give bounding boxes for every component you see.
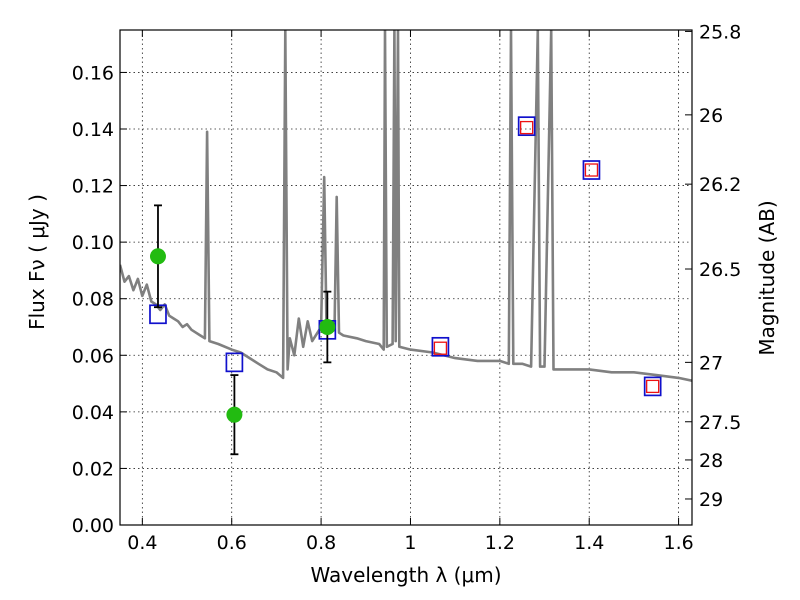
right-tick-label: 28 [699,450,723,472]
model-photometry-marker [643,376,662,397]
x-axis-title: Wavelength λ (μm) [310,563,501,587]
right-tick-label: 26.2 [699,174,741,196]
y-right-axis-title: Magnitude (AB) [755,200,779,355]
upper-limit-marker [520,120,534,135]
y-tick-label: 0.12 [72,176,114,198]
y-tick-label: 0.14 [72,119,114,141]
observed-point [319,319,336,335]
axis-ticks: 0.4 0.6 0.8 1 1.2 1.4 1.6 0.00 0.02 0.04 0.06 0.08 0… [72,21,742,554]
y-tick-label: 0.08 [72,289,114,311]
y-axis-title: Flux Fν ( μJy ) [25,194,49,330]
x-tick-label: 1.6 [663,532,693,554]
observed-point [149,248,166,265]
x-tick-label: 0.4 [127,532,157,554]
upper-limit-marker [433,341,448,355]
grid [120,30,692,526]
plot-frame [119,29,693,526]
sed-model-line [120,30,692,382]
right-tick-label: 27 [699,352,723,374]
model-photometry-marker [517,116,536,137]
y-tick-label: 0.10 [72,232,114,254]
model-photometry-marker [431,336,450,357]
y-tick-label: 0.00 [72,515,114,537]
y-tick-label: 0.06 [72,345,114,367]
y-tick-label: 0.02 [72,458,114,480]
upper-limit-marker [646,379,660,394]
sed-model-path [120,30,692,382]
right-tick-label: 26.5 [699,259,741,281]
right-tick-label: 29 [699,489,723,511]
right-tick-label: 27.5 [699,412,741,434]
right-tick-label: 26 [699,105,723,127]
upper-limit-marker [584,163,599,177]
x-tick-label: 1 [404,532,416,554]
model-photometry-marker [225,352,244,373]
x-tick-label: 0.8 [306,532,336,554]
data-points [149,116,662,456]
right-tick-label: 25.8 [699,21,741,43]
x-tick-label: 1.2 [485,532,515,554]
observed-point [226,406,243,423]
model-photometry-marker [582,160,601,180]
y-tick-label: 0.04 [72,402,114,424]
y-tick-label: 0.16 [72,62,114,84]
x-tick-label: 1.4 [574,532,604,554]
x-tick-label: 0.6 [217,532,247,554]
